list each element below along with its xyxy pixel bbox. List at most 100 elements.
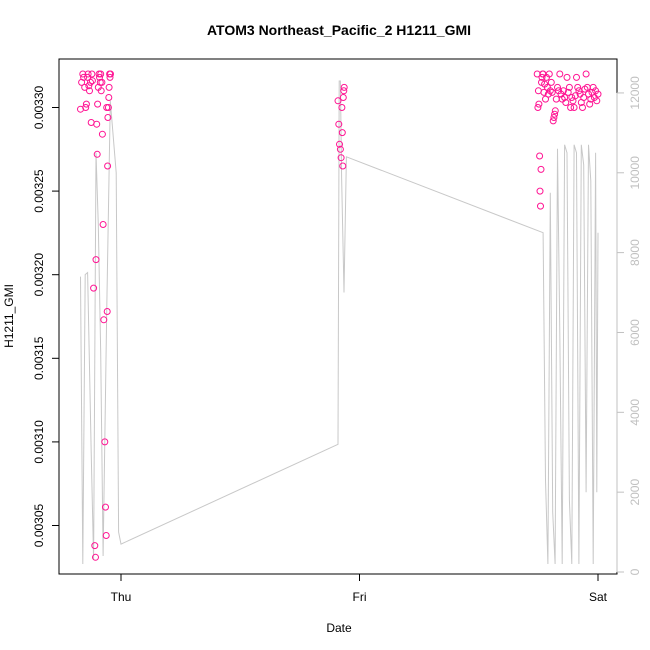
data-point <box>334 97 342 105</box>
data-point <box>82 100 90 108</box>
data-point <box>339 162 347 170</box>
data-point <box>101 438 109 446</box>
data-point <box>336 145 344 153</box>
data-point <box>92 553 99 561</box>
data-point <box>93 150 101 158</box>
data-point <box>336 140 343 148</box>
data-point <box>550 114 558 121</box>
data-point <box>586 100 594 108</box>
data-point <box>88 77 96 85</box>
y-axis-label: H1211_GMI <box>2 284 16 348</box>
data-point <box>102 532 110 539</box>
data-point <box>564 88 572 96</box>
y2-tick-label: 0 <box>628 568 642 575</box>
data-point <box>574 83 582 91</box>
data-point <box>565 83 573 91</box>
data-point <box>104 162 112 170</box>
data-point <box>538 73 546 81</box>
data-point <box>559 87 567 95</box>
data-point <box>567 104 575 111</box>
data-point <box>335 120 343 128</box>
data-point <box>545 70 553 78</box>
data-point <box>338 129 346 137</box>
data-point <box>106 73 114 81</box>
x-tick-label: Fri <box>353 590 367 604</box>
data-point <box>561 94 569 101</box>
y-tick-label: 0.00315 <box>32 336 46 380</box>
x-axis-label: Date <box>326 621 352 635</box>
data-point <box>551 107 559 115</box>
data-point <box>92 256 100 264</box>
data-point <box>104 104 112 111</box>
data-point <box>80 73 88 81</box>
y2-tick-label: 10000 <box>628 156 642 190</box>
data-point <box>338 104 346 111</box>
data-point <box>537 165 545 173</box>
y2-tick-label: 4000 <box>628 399 642 426</box>
data-point <box>537 202 544 210</box>
chart-title: ATOM3 Northeast_Pacific_2 H1211_GMI <box>207 22 471 38</box>
data-point <box>546 87 554 95</box>
axes-layer: Thu Fri Sat 0.00305 0.00310 0.00315 0.00320 0.0… <box>32 76 642 604</box>
data-point <box>580 94 588 101</box>
data-point <box>549 117 557 125</box>
data-point <box>542 95 549 103</box>
y-tick-label: 0.00310 <box>32 420 46 464</box>
data-point <box>81 83 89 91</box>
data-point <box>339 94 347 101</box>
x-tick-label: Thu <box>111 590 132 604</box>
data-point <box>91 542 99 550</box>
data-point <box>340 83 348 91</box>
data-point <box>84 70 92 78</box>
data-point <box>534 104 542 111</box>
y-tick-label: 0.00305 <box>32 503 46 547</box>
data-point <box>536 187 544 195</box>
data-point <box>337 154 345 162</box>
data-point <box>582 70 590 78</box>
points-layer <box>77 70 602 561</box>
data-point <box>97 87 105 95</box>
data-point <box>86 87 93 95</box>
data-point <box>90 284 98 292</box>
data-point <box>551 110 559 118</box>
data-point <box>85 82 93 90</box>
data-point <box>568 94 576 101</box>
data-point <box>88 70 96 78</box>
data-point <box>570 104 578 111</box>
data-point <box>82 104 90 111</box>
data-point <box>104 114 112 121</box>
data-point <box>554 83 561 91</box>
data-point <box>87 78 94 86</box>
data-point <box>107 70 114 78</box>
data-point <box>97 70 105 78</box>
y2-tick-label: 12000 <box>628 76 642 110</box>
data-point <box>105 83 113 91</box>
data-point <box>556 70 564 78</box>
x-tick-label: Sat <box>589 590 608 604</box>
data-point <box>573 73 580 81</box>
data-point <box>340 87 348 95</box>
y-tick-label: 0.00330 <box>32 85 46 129</box>
data-point <box>100 316 108 324</box>
data-point <box>93 120 101 128</box>
data-point <box>563 73 571 81</box>
data-point <box>84 73 92 81</box>
data-point <box>94 100 102 108</box>
data-point <box>548 88 556 96</box>
y-tick-label: 0.00320 <box>32 253 46 297</box>
data-point <box>98 130 106 138</box>
y-tick-label: 0.00325 <box>32 169 46 213</box>
data-point <box>99 221 107 228</box>
data-point <box>102 503 109 511</box>
data-point <box>593 97 601 105</box>
data-point <box>571 92 579 100</box>
series-line <box>80 80 599 565</box>
data-point <box>79 70 87 78</box>
data-point <box>536 152 544 160</box>
data-point <box>105 94 113 101</box>
data-point <box>579 104 586 111</box>
y2-tick-label: 8000 <box>628 239 642 266</box>
data-point <box>562 99 570 106</box>
line-layer <box>80 80 599 565</box>
data-point <box>540 88 548 96</box>
